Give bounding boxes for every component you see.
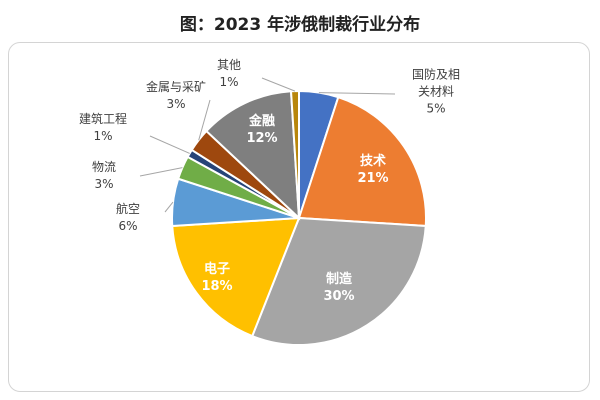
- leader-line-7: [198, 99, 211, 141]
- leader-line-5: [139, 167, 183, 177]
- leader-line-4: [164, 201, 174, 213]
- leader-lines: [139, 77, 396, 213]
- slice-label-6: 建筑工程: [79, 111, 127, 126]
- pie-slices: [171, 89, 427, 346]
- slice-label-5: 物流: [92, 160, 116, 174]
- slice-pct-3: 18%: [201, 279, 232, 294]
- slice-pct-4: 6%: [118, 219, 137, 233]
- slice-label-0: 国防及相: [412, 67, 460, 82]
- chart-frame: [8, 42, 590, 392]
- slice-label-2: 制造: [326, 271, 353, 287]
- slice-pct-0: 5%: [426, 102, 445, 116]
- chart-title: 图：2023 年涉俄制裁行业分布: [179, 15, 421, 35]
- leader-line-9: [261, 77, 296, 92]
- pie-slice-2: [250, 216, 427, 346]
- slice-label-1: 技术: [360, 153, 386, 169]
- slice-label-8: 金融: [248, 113, 275, 129]
- slice-pct-1: 21%: [357, 171, 388, 186]
- pie-slice-1: [297, 95, 427, 228]
- slice-label-0: 关材料: [418, 85, 454, 99]
- pie-slice-8: [205, 90, 301, 221]
- slice-pct-5: 3%: [94, 177, 113, 191]
- slice-pct-8: 12%: [246, 131, 277, 146]
- slice-pct-7: 3%: [166, 97, 185, 111]
- slice-label-4: 航空: [116, 201, 140, 216]
- leader-line-0: [318, 92, 396, 95]
- slice-label-9: 其他: [217, 58, 241, 72]
- slice-pct-9: 1%: [219, 75, 238, 89]
- slice-pct-2: 30%: [323, 289, 354, 304]
- slice-pct-6: 1%: [93, 129, 112, 143]
- slice-label-7: 金属与采矿: [146, 79, 206, 94]
- slice-label-3: 电子: [204, 261, 230, 277]
- leader-line-6: [149, 135, 190, 154]
- pie-slice-3: [171, 216, 301, 338]
